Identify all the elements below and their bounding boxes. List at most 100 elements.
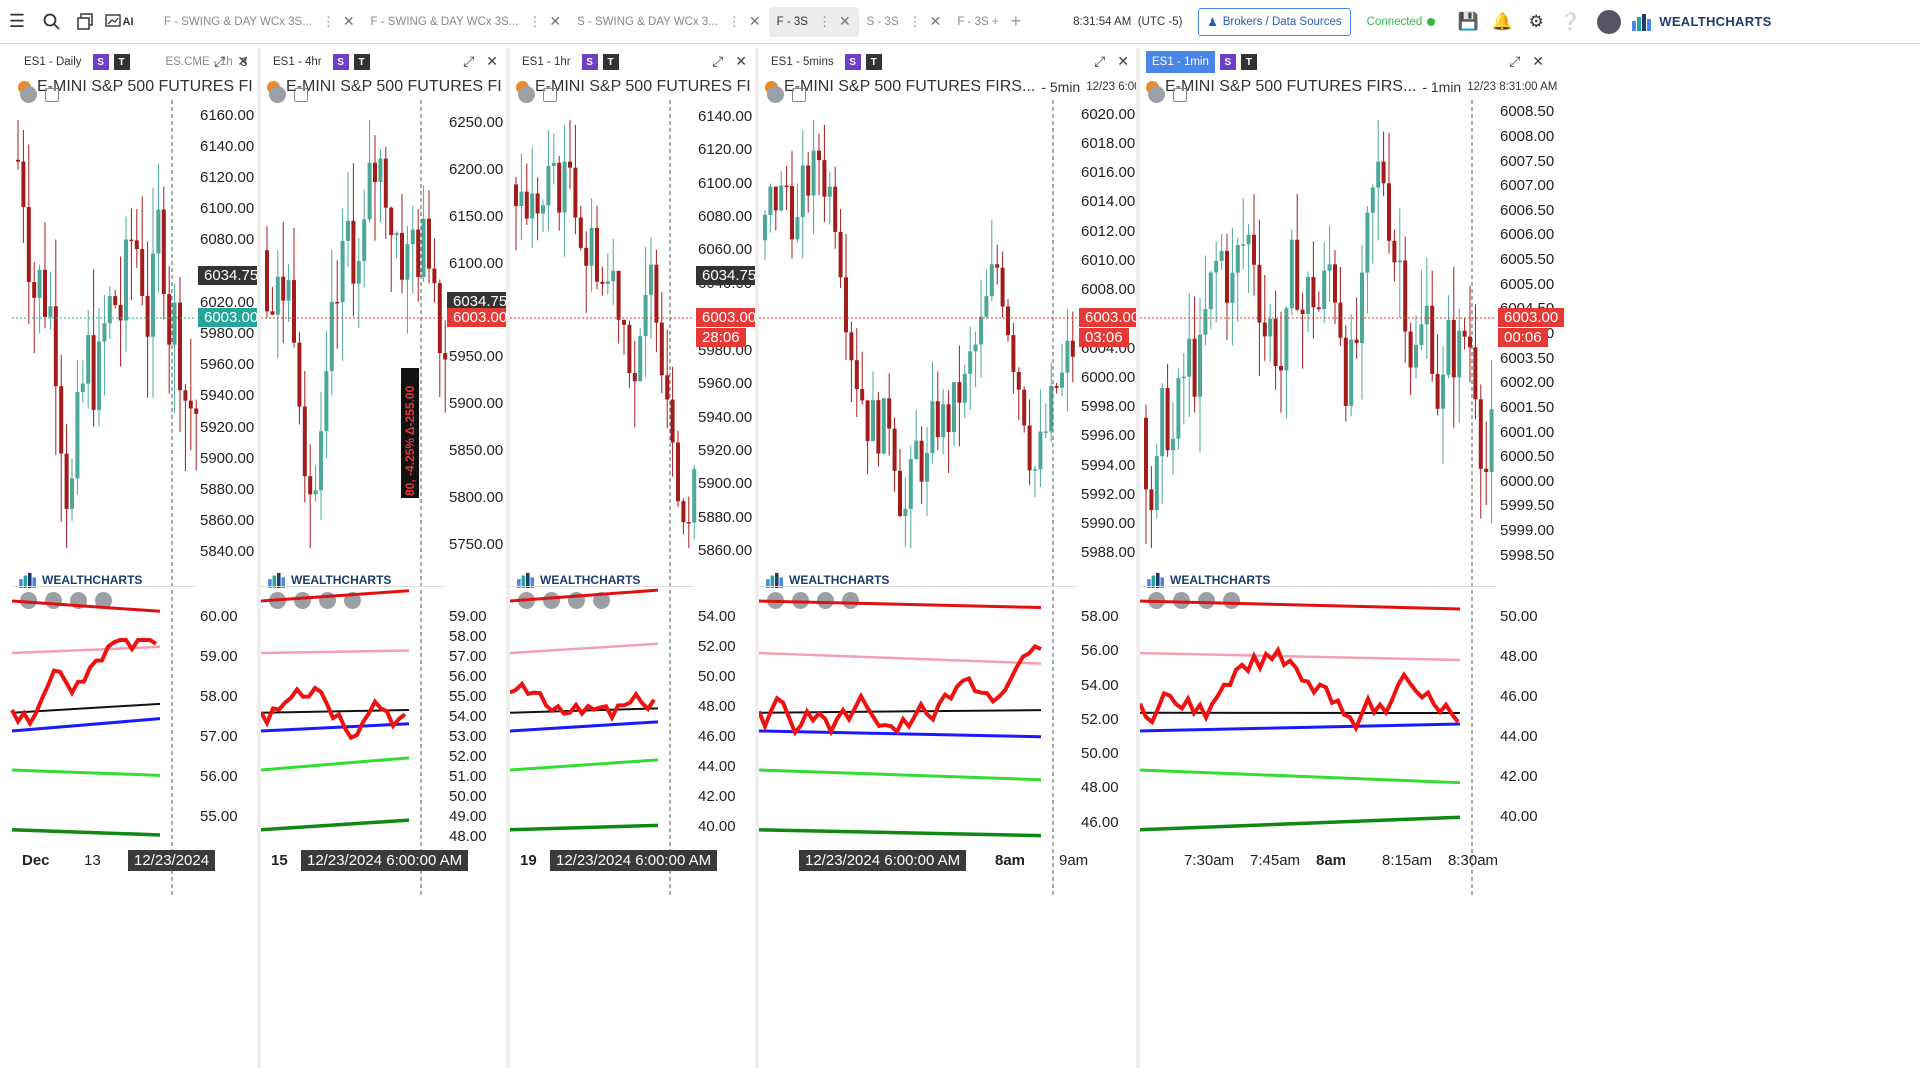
hide-icon[interactable] bbox=[20, 86, 37, 103]
t-badge-icon[interactable]: T bbox=[353, 54, 370, 70]
alert-level-tag[interactable]: 6034.75 bbox=[696, 266, 763, 285]
close-icon[interactable]: ✕ bbox=[342, 13, 355, 29]
close-icon[interactable]: ✕ bbox=[1117, 53, 1129, 69]
chart-panel-2[interactable]: ES1 - 4hr S T ⤢ ✕ E-MINI S&P 500 FUTURES FI 62… bbox=[259, 48, 514, 1068]
close-icon[interactable]: ✕ bbox=[1532, 53, 1544, 69]
avatar[interactable] bbox=[1597, 9, 1622, 34]
down-icon[interactable] bbox=[95, 592, 112, 609]
alert-level-tag[interactable]: 6034.75 bbox=[447, 292, 514, 311]
symbol-label[interactable]: ES1 - 1hr bbox=[522, 56, 571, 68]
maximize-icon[interactable]: ⤢ bbox=[214, 53, 226, 69]
t-badge-icon[interactable]: T bbox=[865, 54, 882, 70]
add-study-icon[interactable] bbox=[543, 88, 557, 102]
t-badge-icon[interactable]: T bbox=[1240, 54, 1257, 70]
close-icon[interactable]: ✕ bbox=[237, 53, 249, 69]
tab-5[interactable]: S - 3S ⋮ ✕ bbox=[859, 7, 950, 37]
hamburger-icon[interactable]: ☰ bbox=[8, 11, 26, 31]
tab-4-active[interactable]: F - 3S ⋮ ✕ bbox=[768, 6, 859, 37]
up-icon[interactable] bbox=[817, 592, 834, 609]
tab-menu-icon[interactable]: ⋮ bbox=[528, 13, 542, 29]
save-icon[interactable]: 💾 bbox=[1457, 11, 1479, 31]
gear-icon[interactable]: ⚙ bbox=[1528, 11, 1544, 31]
s-badge-icon[interactable]: S bbox=[581, 54, 598, 70]
tab-3[interactable]: S - SWING & DAY WCx 3... ⋮ ✕ bbox=[569, 7, 769, 37]
link-group[interactable]: 3 bbox=[240, 55, 248, 69]
indicator-chart[interactable] bbox=[1138, 588, 1496, 848]
panel-separator[interactable] bbox=[1136, 48, 1140, 1068]
add-tab-button[interactable]: + bbox=[1010, 11, 1022, 31]
maximize-icon[interactable]: ⤢ bbox=[1094, 53, 1106, 69]
symbol-label[interactable]: ES1 - Daily bbox=[24, 56, 82, 68]
bell-icon[interactable]: 🔔 bbox=[1491, 11, 1513, 31]
tab-menu-icon[interactable]: ⋮ bbox=[321, 13, 335, 29]
tab-2[interactable]: F - SWING & DAY WCx 3S... ⋮ ✕ bbox=[363, 7, 570, 37]
close-icon[interactable]: ✕ bbox=[735, 53, 747, 69]
chart-panel-1[interactable]: ES1 - Daily S T ES.CME - 1h 3 ⤢ ✕ E-MINI S&P 50… bbox=[10, 48, 265, 1068]
down-icon[interactable] bbox=[842, 592, 859, 609]
close-icon[interactable]: ✕ bbox=[748, 13, 761, 29]
add-study-icon[interactable] bbox=[792, 88, 806, 102]
hide-icon[interactable] bbox=[1148, 86, 1165, 103]
alert-level-tag[interactable]: 6034.75 bbox=[198, 266, 265, 285]
pane-divider[interactable] bbox=[261, 586, 445, 587]
chart-title[interactable]: E-MINI S&P 500 FUTURES FIRS... - 5min 12/2… bbox=[765, 78, 1160, 96]
candlestick-chart[interactable] bbox=[12, 100, 199, 898]
eye-icon[interactable] bbox=[294, 592, 311, 609]
help-icon[interactable]: ❔ bbox=[1559, 11, 1581, 31]
ai-chart-icon[interactable]: AI bbox=[102, 0, 136, 44]
down-icon[interactable] bbox=[593, 592, 610, 609]
add-study-icon[interactable] bbox=[294, 88, 308, 102]
indicator-chart[interactable] bbox=[10, 588, 196, 848]
tab-menu-icon[interactable]: ⋮ bbox=[727, 13, 741, 29]
maximize-icon[interactable]: ⤢ bbox=[463, 53, 475, 69]
t-badge-icon[interactable]: T bbox=[113, 54, 130, 70]
tab-menu-icon[interactable]: ⋮ bbox=[817, 13, 831, 29]
symbol-label[interactable]: ES1 - 5mins bbox=[771, 56, 834, 68]
chart-panel-4[interactable]: ES1 - 5mins S T ⤢ ✕ E-MINI S&P 500 FUTURES FI… bbox=[757, 48, 1160, 1068]
hide-icon[interactable] bbox=[518, 86, 535, 103]
s-badge-icon[interactable]: S bbox=[92, 54, 109, 70]
hide-icon[interactable] bbox=[767, 86, 784, 103]
chart-title[interactable]: E-MINI S&P 500 FUTURES FIRS... - 1min 12/2… bbox=[1146, 78, 1557, 96]
pane-divider[interactable] bbox=[1140, 586, 1496, 587]
add-study-icon[interactable] bbox=[45, 88, 59, 102]
pane-divider[interactable] bbox=[510, 586, 694, 587]
close-icon[interactable]: ✕ bbox=[486, 53, 498, 69]
hide-icon[interactable] bbox=[20, 592, 37, 609]
up-icon[interactable] bbox=[1198, 592, 1215, 609]
s-badge-icon[interactable]: S bbox=[1219, 54, 1236, 70]
pane-divider[interactable] bbox=[12, 586, 196, 587]
t-badge-icon[interactable]: T bbox=[602, 54, 619, 70]
secondary-symbol[interactable]: ES.CME - 1h bbox=[165, 56, 233, 68]
candlestick-chart[interactable] bbox=[759, 100, 1077, 898]
close-icon[interactable]: ✕ bbox=[549, 13, 562, 29]
close-icon[interactable]: ✕ bbox=[838, 13, 851, 29]
indicator-chart[interactable] bbox=[757, 588, 1077, 848]
candlestick-chart[interactable] bbox=[1140, 100, 1496, 898]
windows-icon[interactable] bbox=[68, 0, 102, 44]
maximize-icon[interactable]: ⤢ bbox=[1509, 53, 1521, 69]
symbol-label[interactable]: ES1 - 1min bbox=[1146, 51, 1215, 73]
candlestick-chart[interactable] bbox=[510, 100, 697, 898]
panel-separator[interactable] bbox=[755, 48, 759, 1068]
panel-separator[interactable] bbox=[257, 48, 261, 1068]
candlestick-chart[interactable] bbox=[261, 100, 448, 898]
measure-tool-label[interactable]: 80, -4.25% Δ-255.00 bbox=[401, 368, 419, 498]
close-icon[interactable]: ✕ bbox=[929, 13, 942, 29]
search-icon[interactable] bbox=[34, 0, 68, 44]
indicator-chart[interactable] bbox=[259, 588, 445, 848]
tab-1[interactable]: F - SWING & DAY WCx 3S... ⋮ ✕ bbox=[156, 7, 363, 37]
panel-separator[interactable] bbox=[506, 48, 510, 1068]
tab-6[interactable]: F - 3S + bbox=[949, 7, 1006, 37]
symbol-label[interactable]: ES1 - 4hr bbox=[273, 56, 322, 68]
pane-divider[interactable] bbox=[759, 586, 1077, 587]
maximize-icon[interactable]: ⤢ bbox=[712, 53, 724, 69]
chart-panel-5[interactable]: ES1 - 1min S T ⤢ ✕ E-MINI S&P 500 FUTURES FIR… bbox=[1138, 48, 1565, 1068]
add-study-icon[interactable] bbox=[1173, 88, 1187, 102]
s-badge-icon[interactable]: S bbox=[332, 54, 349, 70]
chart-panel-3[interactable]: ES1 - 1hr S T ⤢ ✕ E-MINI S&P 500 FUTURES FI 61… bbox=[509, 48, 763, 1068]
indicator-chart[interactable] bbox=[509, 588, 694, 848]
brokers-button[interactable]: ♟ Brokers / Data Sources bbox=[1198, 7, 1351, 36]
tab-menu-icon[interactable]: ⋮ bbox=[908, 13, 922, 29]
s-badge-icon[interactable]: S bbox=[844, 54, 861, 70]
